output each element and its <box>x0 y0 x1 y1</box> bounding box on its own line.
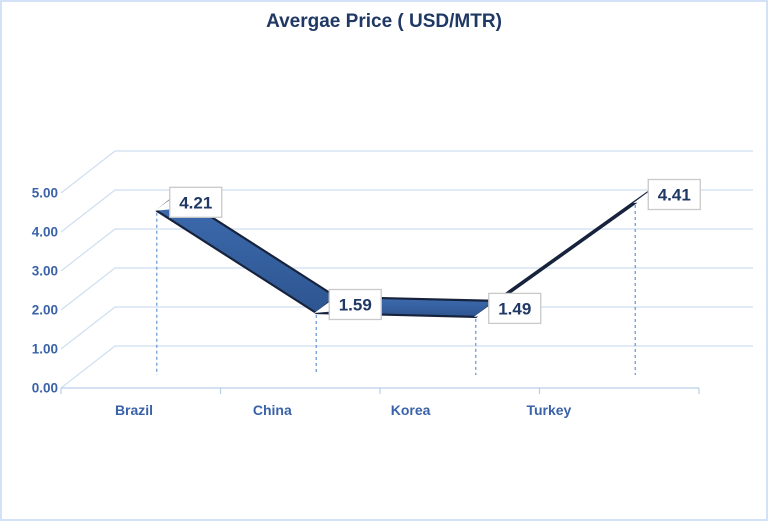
gridline <box>60 228 753 272</box>
y-axis-tick-label: 0.00 <box>32 381 58 396</box>
data-label-pointer <box>314 300 332 313</box>
data-labels: 4.21 1.59 1.49 4.41 <box>154 178 701 325</box>
series-ribbon <box>155 185 657 318</box>
data-label-value: 4.21 <box>179 193 212 212</box>
data-label-pointer <box>154 198 172 211</box>
drop-lines <box>156 205 636 375</box>
data-label-box <box>169 186 223 218</box>
y-axis-tick-label: 3.00 <box>32 264 58 279</box>
gridline <box>60 150 753 194</box>
data-label-callout: 4.41 <box>633 178 701 211</box>
y-axis-tick-label: 1.00 <box>32 342 58 357</box>
x-axis-category-label: China <box>253 402 292 418</box>
x-axis-labels: Brazil China Korea Turkey <box>115 402 572 418</box>
data-label-box <box>647 178 701 211</box>
data-label-callout: 4.21 <box>154 186 223 218</box>
gridline <box>60 189 753 233</box>
data-label-callout: 1.49 <box>473 292 542 325</box>
y-axis-tick-label: 5.00 <box>32 186 58 201</box>
axis-ticks <box>60 388 700 394</box>
y-axis-tick-label: 2.00 <box>32 303 58 318</box>
x-axis-category-label: Turkey <box>526 402 571 418</box>
chart-title: Avergae Price ( USD/MTR) <box>266 11 502 32</box>
data-label-value: 1.59 <box>339 295 372 314</box>
data-label-pointer <box>473 304 491 317</box>
data-label-pointer <box>633 190 651 204</box>
data-label-callout: 1.59 <box>314 288 382 321</box>
x-axis-category-label: Brazil <box>115 402 153 418</box>
x-axis-category-label: Korea <box>391 402 431 418</box>
data-label-value: 1.49 <box>498 299 531 318</box>
data-label-box <box>488 292 542 325</box>
y-axis-labels: 0.00 1.00 2.00 3.00 4.00 5.00 <box>32 186 58 396</box>
y-axis-tick-label: 4.00 <box>32 225 58 240</box>
data-label-box <box>328 288 382 321</box>
gridline <box>60 345 753 389</box>
data-label-value: 4.41 <box>658 186 691 205</box>
